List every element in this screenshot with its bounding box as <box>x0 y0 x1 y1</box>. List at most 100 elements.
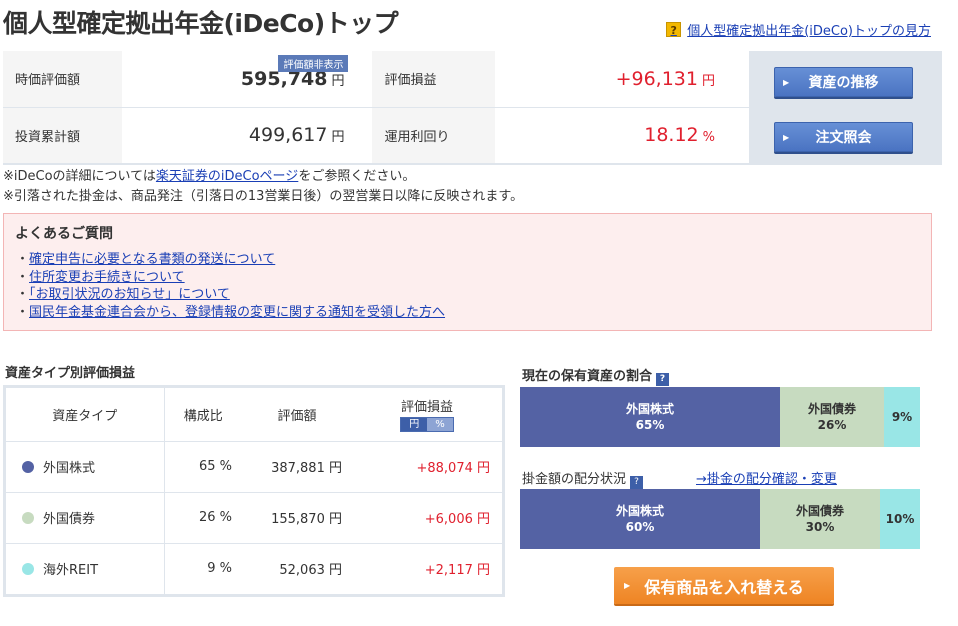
contribution-ratio-title: 掛金額の配分状況? <box>522 468 644 489</box>
asset-name-cell: 外国債券 <box>6 492 165 544</box>
ideco-page-link[interactable]: 楽天証券のiDeCoページ <box>155 169 299 184</box>
invested-value: 499,617 <box>248 124 328 146</box>
note-text: ※iDeCoの詳細については <box>3 169 156 184</box>
contribution-ratio-title-label: 掛金額の配分状況 <box>522 472 627 487</box>
asset-table-title: 資産タイプ別評価損益 <box>5 366 136 381</box>
guide-link-label[interactable]: 個人型確定拠出年金(iDeCo)トップの見方 <box>687 24 931 39</box>
faq-link[interactable]: 国民年金基金連合会から、登録情報の変更に関する通知を受領した方へ <box>29 304 446 320</box>
legend-dot-icon <box>22 461 34 473</box>
guide-link[interactable]: ? 個人型確定拠出年金(iDeCo)トップの見方 <box>666 20 931 39</box>
table-row: 外国株式 65 % 387,881 円 +88,074 円 <box>6 441 502 493</box>
segment-name: 外国株式 <box>615 504 664 518</box>
pl-cell: +88,074 円 <box>352 441 502 493</box>
order-inquiry-button[interactable]: ▶ 注文照会 <box>774 122 913 152</box>
asset-name-cell: 海外REIT <box>6 543 165 594</box>
faq-item: 「お取引状況のお知らせ」について <box>16 286 445 304</box>
yield-cell: 18.12% <box>494 107 749 164</box>
legend-dot-icon <box>22 563 34 576</box>
switch-holdings-button-label: 保有商品を入れ替える <box>644 577 804 597</box>
value-cell: 387,881 円 <box>242 441 352 493</box>
pl-unit-toggle[interactable]: 円 % <box>400 417 454 433</box>
profit-cell: +96,131 円 <box>494 51 749 108</box>
segment-pct: 9% <box>891 410 913 424</box>
invested-label: 投資累計額 <box>3 107 123 164</box>
faq-list: 確定申告に必要となる書類の発送について 住所変更お手続きについて 「お取引状況の… <box>16 251 445 321</box>
triangle-right-icon: ▶ <box>783 77 790 87</box>
help-icon[interactable]: ? <box>656 373 670 386</box>
bar-segment: 外国株式 65% <box>520 387 780 447</box>
faq-item: 国民年金基金連合会から、登録情報の変更に関する通知を受領した方へ <box>16 304 445 322</box>
bar-segment: 外国債券 30% <box>760 489 880 549</box>
faq-item: 住所変更お手続きについて <box>16 269 445 287</box>
page-title: 個人型確定拠出年金(iDeCo)トップ <box>3 9 399 38</box>
yen-unit: 円 <box>701 73 715 89</box>
holding-ratio-title-label: 現在の保有資産の割合 <box>522 369 653 384</box>
ratio-cell: 65 % <box>164 441 242 493</box>
table-row: 外国債券 26 % 155,870 円 +6,006 円 <box>6 492 502 544</box>
col-header-pl-label: 評価損益 <box>400 400 453 416</box>
note-line-2: ※引落された掛金は、商品発注（引落日の13営業日後）の翌営業日以降に反映されます… <box>3 189 524 204</box>
pl-cell: +2,117 円 <box>424 563 490 579</box>
col-header-type: 資産タイプ <box>6 388 165 442</box>
summary-panel: 時価評価額 評価額非表示 595,748 円 評価損益 +96,131 円 投資累計… <box>3 51 942 165</box>
asset-history-button[interactable]: ▶ 資産の推移 <box>774 67 913 97</box>
segment-name: 外国債券 <box>795 504 844 518</box>
segment-name: 外国株式 <box>625 402 674 416</box>
col-header-ratio: 構成比 <box>164 388 242 442</box>
holding-ratio-bar: 外国株式 65% 外国債券 26% 9% <box>520 387 920 447</box>
segment-pct: 65% <box>635 418 665 432</box>
faq-panel: よくあるご質問 確定申告に必要となる書類の発送について 住所変更お手続きについて… <box>3 213 932 331</box>
yield-value: 18.12 <box>644 124 699 146</box>
hide-value-badge[interactable]: 評価額非表示 <box>278 55 349 72</box>
yen-unit: 円 <box>331 130 345 145</box>
note-text: をご参照ください。 <box>298 169 416 184</box>
asset-name: 外国債券 <box>43 512 96 527</box>
bar-segment: 9% <box>884 387 920 447</box>
bar-segment: 外国株式 60% <box>520 489 760 549</box>
contribution-ratio-bar: 外国株式 60% 外国債券 30% 10% <box>520 489 920 549</box>
faq-link[interactable]: 住所変更お手続きについて <box>29 269 185 285</box>
faq-link[interactable]: 確定申告に必要となる書類の発送について <box>29 252 276 267</box>
notes: ※iDeCoの詳細については楽天証券のiDeCoページをご参照ください。 ※引落… <box>3 167 523 207</box>
faq-link[interactable]: 「お取引状況のお知らせ」について <box>29 287 230 302</box>
asset-name-cell: 外国株式 <box>6 441 165 493</box>
market-value: 595,748 <box>240 67 328 90</box>
faq-title: よくあるご質問 <box>15 226 113 242</box>
percent-unit: % <box>702 130 715 145</box>
switch-holdings-button[interactable]: ▶ 保有商品を入れ替える <box>614 567 834 604</box>
market-value-cell: 評価額非表示 595,748 円 <box>122 51 373 108</box>
help-icon[interactable]: ? <box>630 476 644 489</box>
invested-cell: 499,617 円 <box>122 107 373 164</box>
contribution-settings-link[interactable]: →掛金の配分確認・変更 <box>696 472 837 487</box>
asset-type-table: 資産タイプ 構成比 評価額 評価損益 円 % 外国株式 65 % 387,881… <box>3 385 505 597</box>
segment-name: 外国債券 <box>807 402 856 416</box>
table-row: 海外REIT 9 % 52,063 円 +2,117 円 <box>6 543 502 594</box>
toggle-percent[interactable]: % <box>427 418 453 432</box>
segment-pct: 30% <box>805 520 835 534</box>
asset-name: 外国株式 <box>43 461 96 476</box>
legend-dot-icon <box>22 512 34 524</box>
yield-label: 運用利回り <box>372 107 495 164</box>
yen-unit: 円 <box>331 73 345 89</box>
segment-pct: 26% <box>817 418 847 432</box>
toggle-yen[interactable]: 円 <box>401 418 428 432</box>
asset-name: 海外REIT <box>43 563 99 579</box>
ratio-cell: 9 % <box>207 561 232 577</box>
segment-pct: 10% <box>885 512 915 526</box>
col-header-pl: 評価損益 円 % <box>352 388 502 442</box>
asset-history-button-label: 資産の推移 <box>808 75 879 91</box>
holding-ratio-title: 現在の保有資産の割合? <box>522 365 670 386</box>
value-cell: 155,870 円 <box>242 492 352 544</box>
note-line-1: ※iDeCoの詳細については楽天証券のiDeCoページをご参照ください。 <box>3 167 523 187</box>
triangle-right-icon: ▶ <box>624 581 631 590</box>
question-icon: ? <box>666 22 682 37</box>
segment-pct: 60% <box>625 520 655 534</box>
profit-value: +96,131 <box>615 67 698 90</box>
order-inquiry-button-label: 注文照会 <box>815 130 872 146</box>
value-cell: 52,063 円 <box>279 563 342 579</box>
col-header-value: 評価額 <box>242 388 352 442</box>
profit-label: 評価損益 <box>372 51 495 108</box>
pl-cell: +6,006 円 <box>352 492 502 544</box>
triangle-right-icon: ▶ <box>783 132 790 142</box>
ratio-cell: 26 % <box>164 492 242 544</box>
